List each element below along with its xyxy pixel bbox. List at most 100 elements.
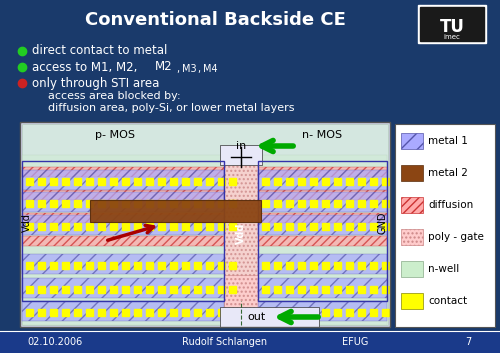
Bar	[146, 309, 153, 316]
Bar	[298, 223, 305, 230]
Bar	[170, 223, 177, 230]
Text: metal 2: metal 2	[428, 168, 468, 178]
Bar	[218, 223, 225, 230]
Bar	[229, 262, 236, 269]
Bar	[158, 309, 165, 316]
Text: Vdd: Vdd	[236, 222, 246, 244]
Bar	[74, 223, 81, 230]
Bar	[22, 190, 224, 200]
Bar	[22, 236, 224, 246]
Bar	[346, 309, 353, 316]
Bar	[229, 309, 236, 316]
Bar	[146, 286, 153, 293]
Bar	[22, 254, 224, 274]
Bar	[346, 200, 353, 207]
Bar	[20, 122, 390, 327]
Bar	[206, 286, 213, 293]
Bar	[322, 178, 329, 185]
Bar	[310, 200, 317, 207]
Bar	[346, 286, 353, 293]
Bar	[218, 178, 225, 185]
Bar	[262, 178, 269, 185]
Bar	[258, 190, 387, 200]
Bar	[98, 262, 105, 269]
Bar	[86, 178, 93, 185]
Bar	[26, 178, 33, 185]
Bar	[322, 262, 329, 269]
Bar	[38, 262, 45, 269]
Bar	[229, 286, 236, 293]
Bar	[122, 309, 129, 316]
Bar	[134, 200, 141, 207]
Bar	[22, 278, 224, 298]
Bar	[258, 213, 387, 223]
Bar	[382, 309, 389, 316]
Bar	[401, 197, 423, 213]
Bar	[401, 133, 423, 149]
Bar	[86, 286, 93, 293]
Bar	[26, 223, 33, 230]
Bar	[194, 178, 201, 185]
Bar	[274, 309, 281, 316]
Bar	[258, 170, 387, 190]
Text: Conventional Backside CE: Conventional Backside CE	[84, 11, 345, 29]
Bar	[38, 223, 45, 230]
Bar	[38, 286, 45, 293]
Text: diffusion area, poly-Si, or lower metal layers: diffusion area, poly-Si, or lower metal …	[48, 103, 294, 113]
Bar	[158, 286, 165, 293]
Bar	[224, 160, 258, 325]
Bar	[258, 192, 387, 212]
Bar	[334, 309, 341, 316]
Bar	[258, 278, 387, 298]
Bar	[50, 178, 57, 185]
Bar	[346, 178, 353, 185]
Bar	[401, 229, 423, 245]
Bar	[382, 178, 389, 185]
Bar	[62, 286, 69, 293]
Bar	[274, 200, 281, 207]
Text: contact: contact	[428, 296, 467, 306]
Bar	[358, 178, 365, 185]
Text: only through STI area: only through STI area	[32, 77, 160, 90]
Text: out: out	[247, 312, 265, 322]
Bar	[334, 178, 341, 185]
Bar	[170, 309, 177, 316]
Text: M4: M4	[203, 64, 218, 74]
Bar	[382, 286, 389, 293]
Bar	[38, 309, 45, 316]
Bar	[194, 200, 201, 207]
Bar	[224, 275, 258, 325]
Bar	[322, 309, 329, 316]
Bar	[220, 307, 319, 327]
Bar	[38, 200, 45, 207]
Bar	[286, 262, 293, 269]
Bar	[98, 309, 105, 316]
Bar	[50, 309, 57, 316]
Bar	[62, 262, 69, 269]
Bar	[370, 286, 377, 293]
Bar	[74, 178, 81, 185]
Bar	[370, 309, 377, 316]
Bar	[298, 200, 305, 207]
Bar	[194, 223, 201, 230]
Text: M3: M3	[182, 64, 196, 74]
Bar	[182, 309, 189, 316]
Bar	[62, 223, 69, 230]
Bar	[334, 286, 341, 293]
Bar	[134, 223, 141, 230]
Bar	[22, 155, 387, 325]
Text: diffusion: diffusion	[428, 200, 473, 210]
Bar	[194, 286, 201, 293]
Bar	[122, 286, 129, 293]
Bar	[262, 223, 269, 230]
Bar	[310, 262, 317, 269]
Bar	[262, 262, 269, 269]
Bar	[310, 178, 317, 185]
Text: n- MOS: n- MOS	[302, 130, 342, 140]
Text: ,: ,	[176, 64, 179, 74]
Bar	[382, 262, 389, 269]
Bar	[110, 200, 117, 207]
Bar	[206, 309, 213, 316]
Bar	[110, 223, 117, 230]
Bar	[98, 178, 105, 185]
